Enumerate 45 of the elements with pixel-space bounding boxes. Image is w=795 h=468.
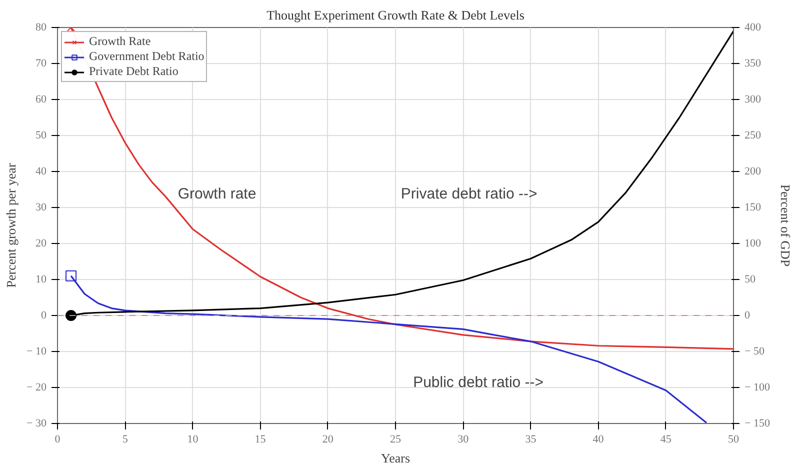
y-tick-label: 70 — [36, 58, 47, 70]
annotation: Public debt ratio --> — [413, 374, 544, 392]
y2-axis-title: Percent of GDP — [778, 184, 793, 267]
y2-tick-label: 100 — [744, 238, 762, 250]
y2-tick-label: 50 — [744, 274, 756, 286]
legend-label: Government Debt Ratio — [89, 49, 204, 64]
x-tick-label: 35 — [525, 434, 537, 446]
annotation: Growth rate — [178, 185, 256, 202]
y-tick-label: − 10 — [26, 346, 47, 358]
y2-tick-label: − 150 — [744, 418, 770, 430]
x-tick-label: 5 — [122, 434, 128, 446]
y-tick-label: 60 — [36, 94, 47, 106]
x-tick-label: 20 — [322, 434, 334, 446]
annotation: Private debt ratio --> — [400, 185, 538, 202]
y2-tick-label: − 100 — [744, 382, 770, 394]
y-tick-label: 40 — [36, 166, 47, 178]
y2-tick-label: 300 — [744, 94, 762, 106]
x-tick-label: 25 — [390, 434, 402, 446]
y2-tick-label: 250 — [744, 130, 762, 142]
x-tick-label: 45 — [660, 434, 672, 446]
x-tick-label: 15 — [254, 434, 266, 446]
y2-tick-label: 350 — [744, 58, 762, 70]
y-tick-label: − 20 — [26, 382, 47, 394]
y-tick-label: 50 — [36, 130, 47, 142]
x-axis-title: Years — [380, 450, 410, 466]
x-tick-label: 40 — [592, 434, 604, 446]
legend-label: Private Debt Ratio — [89, 64, 178, 79]
y-tick-label: − 30 — [26, 418, 47, 430]
y-tick-label: 30 — [36, 202, 47, 214]
y2-tick-label: 400 — [744, 22, 762, 34]
legend-label: Growth Rate — [89, 34, 151, 49]
x-tick-label: 0 — [54, 434, 61, 446]
y-tick-label: 20 — [36, 238, 47, 250]
y2-tick-label: 200 — [744, 166, 762, 178]
x-tick-label: 30 — [458, 434, 470, 446]
y-tick-label: 10 — [36, 274, 47, 286]
y-axis-title: Percent growth per year — [4, 162, 19, 288]
chart-title: Thought Experiment Growth Rate & Debt Levels — [266, 8, 524, 22]
y2-tick-label: 0 — [744, 310, 750, 322]
y2-tick-label: − 50 — [744, 346, 765, 358]
y-tick-label: 80 — [36, 22, 47, 34]
x-tick-label: 50 — [728, 434, 740, 446]
y-tick-label: 0 — [41, 310, 47, 322]
x-tick-label: 10 — [187, 434, 199, 446]
y2-tick-label: 150 — [744, 202, 762, 214]
